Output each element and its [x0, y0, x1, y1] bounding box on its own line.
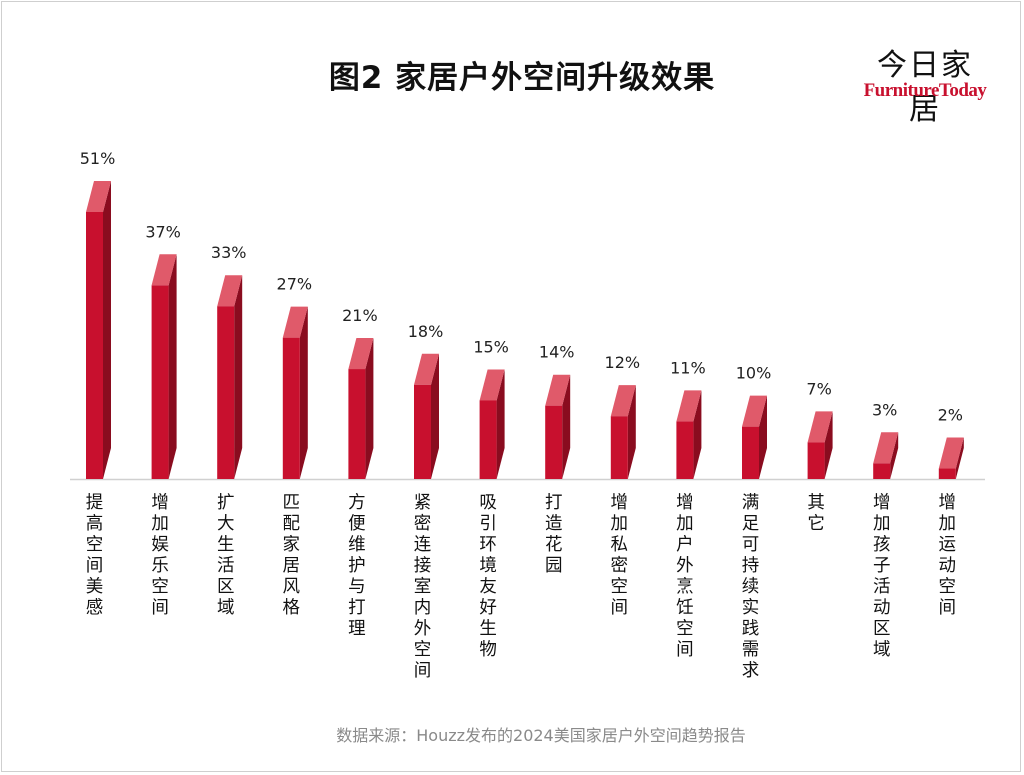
bar-front	[414, 384, 431, 479]
category-label: 增加娱乐空间	[151, 493, 169, 618]
bar-side	[693, 390, 702, 479]
bar-side	[824, 411, 833, 479]
value-label: 7%	[806, 379, 831, 398]
category-label: 其它	[807, 493, 825, 534]
bar-front	[938, 468, 956, 479]
category-label: 扩大生活区域	[217, 493, 235, 618]
bar-front	[86, 212, 103, 479]
category-label: 满足可持续实践需求	[742, 493, 760, 681]
category-label: 打造花园	[545, 493, 563, 576]
bar-9	[676, 390, 702, 479]
bar-front	[676, 421, 694, 479]
bar-2	[217, 275, 243, 479]
bar-0	[86, 181, 111, 479]
category-label: 增加运动空间	[939, 493, 957, 618]
bar-side	[890, 432, 899, 479]
bar-side	[496, 369, 505, 479]
bar-side	[759, 395, 767, 479]
bar-5	[414, 353, 439, 479]
bar-13	[938, 437, 964, 479]
chart-title: 图2 家居户外空间升级效果	[328, 60, 716, 96]
bar-side	[562, 374, 571, 479]
bar-top	[282, 306, 308, 338]
bar-side	[234, 275, 243, 479]
bar-front	[479, 400, 497, 479]
value-label: 51%	[80, 149, 116, 168]
category-label: 方便维护与打理	[348, 493, 366, 639]
bar-4	[348, 338, 374, 479]
bar-top	[873, 432, 899, 464]
bar-front	[217, 306, 235, 479]
bar-top	[414, 353, 439, 385]
value-label: 37%	[145, 222, 181, 241]
value-label: 33%	[211, 243, 247, 262]
bar-8	[610, 385, 636, 479]
bar-front	[807, 442, 825, 479]
value-label: 14%	[539, 343, 575, 362]
category-label: 吸引环境友好生物	[479, 493, 497, 660]
value-label: 21%	[342, 306, 378, 325]
bar-side	[103, 181, 111, 479]
bar-side	[431, 353, 439, 479]
category-label: 增加户外烹饪空间	[676, 493, 694, 660]
value-label: 2%	[938, 406, 963, 425]
bar-front	[151, 285, 169, 479]
bar-side	[955, 437, 964, 479]
value-label: 10%	[736, 364, 772, 383]
bar-top	[151, 254, 177, 286]
bar-10	[742, 395, 767, 479]
value-label: 11%	[670, 358, 706, 377]
value-label: 15%	[473, 337, 509, 356]
bar-top	[807, 411, 833, 443]
bar-top	[545, 374, 571, 406]
category-label: 增加私密空间	[611, 493, 629, 618]
value-label: 3%	[872, 400, 897, 419]
value-label: 12%	[605, 353, 641, 372]
bar-top	[479, 369, 505, 401]
bar-12	[873, 432, 899, 479]
brand-logo-en: FurnitureToday	[863, 80, 987, 101]
value-label: 18%	[408, 322, 444, 341]
bar-side	[168, 254, 177, 479]
bar-front	[742, 426, 759, 479]
bar-3	[282, 306, 308, 479]
category-label: 提高空间美感	[86, 493, 104, 618]
value-label: 27%	[277, 275, 313, 294]
bar-top	[742, 395, 767, 427]
bar-6	[479, 369, 505, 479]
category-label: 匹配家居风格	[283, 493, 301, 618]
bar-11	[807, 411, 833, 479]
brand-logo-cn: 今日家居	[877, 48, 973, 127]
bar-top	[938, 437, 964, 469]
bar-front	[348, 369, 366, 479]
category-label: 紧密连接室内外空间	[414, 493, 432, 681]
category-label: 增加孩子活动区域	[873, 493, 891, 660]
bar-front	[545, 405, 563, 479]
bar-front	[873, 463, 891, 479]
bar-top	[348, 338, 374, 370]
bar-7	[545, 374, 571, 479]
bar-top	[676, 390, 702, 422]
bar-1	[151, 254, 177, 479]
bar-top	[217, 275, 243, 307]
data-source-note: 数据来源：Houzz发布的2024美国家居户外空间趋势报告	[336, 726, 746, 745]
bar-side	[299, 306, 308, 479]
bar-front	[610, 416, 628, 479]
bar-side	[627, 385, 636, 479]
bar-side	[365, 338, 374, 479]
bar-top	[610, 385, 636, 417]
bar-top	[86, 181, 111, 212]
bar-front	[282, 337, 300, 479]
